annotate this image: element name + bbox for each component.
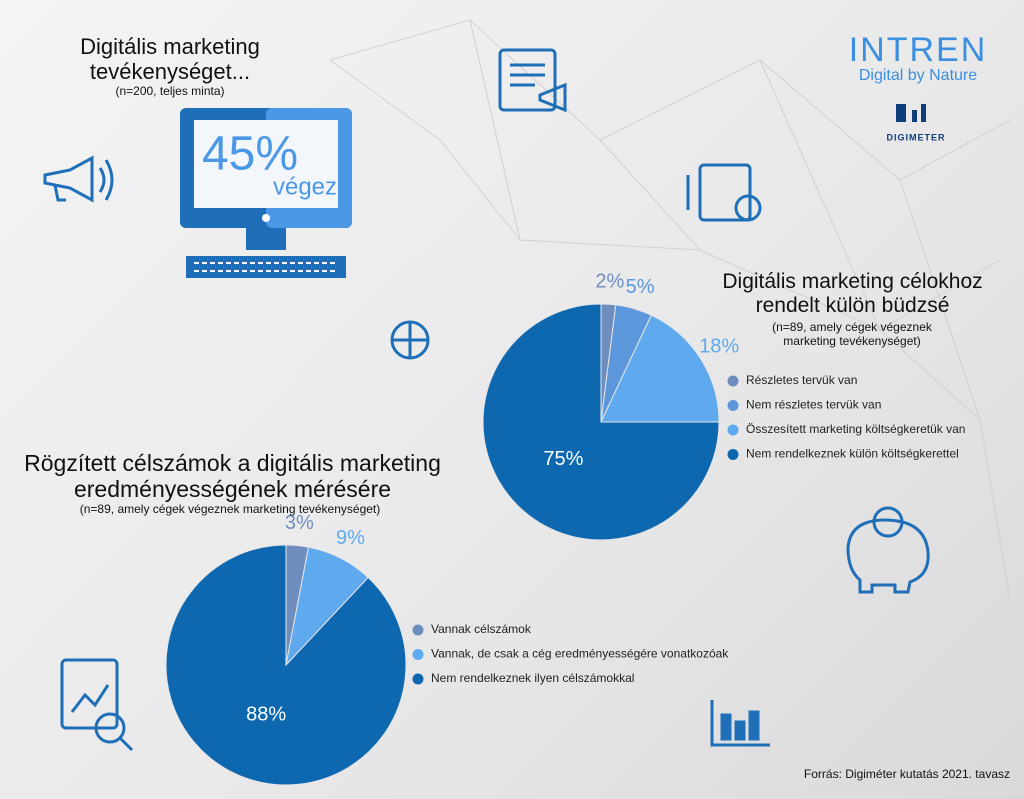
legend-label: Részletes tervük van — [746, 373, 857, 387]
legend-marker — [412, 624, 424, 636]
value-label: 3% — [285, 512, 314, 534]
chart-title: Rögzített célszámok a digitális marketin… — [24, 450, 441, 502]
legend-label: Vannak célszámok — [431, 622, 532, 636]
chart-subtitle: (n=89, amely cégek végeznek marketing te… — [79, 502, 381, 516]
pie-slice — [600, 314, 720, 423]
legend-marker — [727, 424, 739, 436]
value-label: 88% — [246, 703, 286, 725]
legend-label: Nem rendelkeznek ilyen célszámokkal — [431, 671, 634, 685]
value-label: 9% — [336, 527, 365, 549]
brand-name: INTREN — [849, 31, 988, 69]
legend-marker — [727, 400, 739, 411]
legend-marker — [412, 673, 424, 685]
legend-label: Nem rendelkeznek külön költségkerettel — [746, 447, 959, 461]
monitor-caption: végez — [273, 173, 337, 200]
digimeter-logo — [896, 104, 926, 122]
chart-title: Digitális marketing célokhoz rendelt kül… — [722, 270, 983, 317]
header-subtitle: (n=200, teljes minta) — [115, 84, 225, 98]
legend-marker — [727, 449, 739, 460]
legend-label: Vannak, de csak a cég eredményességére v… — [431, 647, 729, 661]
value-label: 18% — [699, 335, 739, 357]
pie-slice — [165, 544, 407, 786]
decor-icons — [43, 48, 930, 752]
legend-marker — [727, 375, 739, 387]
brand-product: DIGIMETER — [886, 132, 945, 142]
legend-marker — [412, 649, 424, 660]
legend-label: Összesített marketing költségkeretük van — [746, 422, 965, 436]
header-title: Digitális marketing tevékenységet... — [80, 34, 260, 84]
brand-tagline: Digital by Nature — [859, 67, 977, 84]
source-note: Forrás: Digiméter kutatás 2021. tavasz — [804, 767, 1010, 781]
value-label: 2% — [595, 271, 624, 293]
value-label: 5% — [626, 276, 655, 298]
monitor-percent: 45% — [202, 128, 298, 181]
legend-label: Nem részletes tervük van — [746, 398, 881, 412]
value-label: 75% — [543, 448, 583, 470]
chart-subtitle: (n=89, amely cégek végeznek marketing te… — [772, 320, 932, 348]
monitor-icon — [180, 108, 352, 278]
pie-slice — [482, 303, 720, 541]
network-background — [329, 19, 1011, 601]
